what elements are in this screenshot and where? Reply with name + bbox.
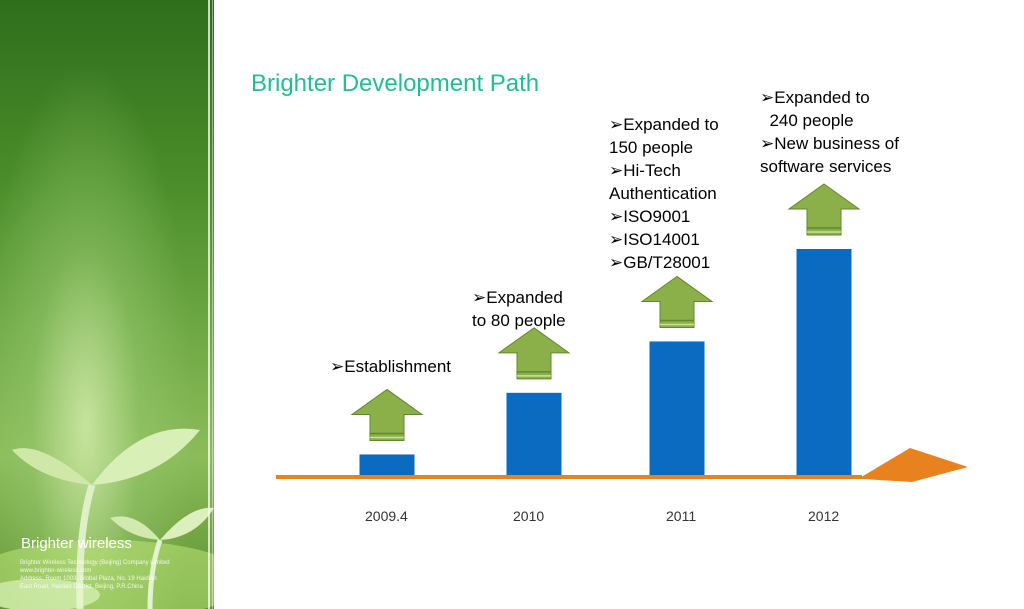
annotation-2011: ➢Expanded to 150 people ➢Hi-Tech Authent… (609, 113, 719, 274)
company-address-line: Address: Room 1003, Global Plaza, No. 19… (20, 576, 157, 582)
company-website[interactable]: www.brighter-wireless.com (20, 568, 92, 574)
bar (796, 249, 852, 475)
company-info: Brighter Wireless Technology (Beijing) C… (20, 559, 205, 591)
annotation-line: ➢Expanded to (609, 115, 719, 134)
annotation-2010: ➢Expanded to 80 people (472, 286, 566, 332)
annotation-line: ➢GB/T28001 (609, 253, 711, 272)
x-tick-label: 2009.4 (365, 508, 408, 524)
bar (506, 392, 562, 475)
x-tick-label: 2011 (666, 508, 697, 524)
bar (359, 454, 415, 475)
annotation-line: ➢ISO9001 (609, 207, 691, 226)
annotation-line: ➢New business of (760, 134, 899, 153)
sprout-image (0, 428, 214, 609)
company-line: Brighter Wireless Technology (Beijing) C… (20, 560, 170, 566)
annotation-line: ➢Hi-Tech (609, 161, 681, 180)
company-address-line: East Road, Haidian District, Beijing, P.… (20, 584, 143, 590)
annotation-line: 150 people (609, 138, 694, 157)
annotation-line: Authentication (609, 184, 717, 203)
annotation-line: ➢Establishment (330, 357, 452, 376)
up-arrow (640, 275, 714, 328)
sidebar-divider (208, 0, 210, 609)
annotation-line: ➢Expanded (472, 288, 563, 307)
brand-name: Brighter wireless (21, 535, 132, 552)
annotation-line: 240 people (760, 111, 854, 130)
bar (649, 341, 705, 475)
sidebar-panel: Brighter wireless Brighter Wireless Tech… (0, 0, 214, 609)
x-tick-label: 2010 (513, 508, 545, 524)
annotation-line: ➢ISO14001 (609, 230, 700, 249)
annotation-line: software services (760, 157, 892, 176)
slide-title: Brighter Development Path (251, 70, 540, 97)
up-arrow (787, 183, 861, 236)
annotation-line: ➢Expanded to (760, 88, 870, 107)
sidebar-divider (212, 0, 213, 609)
x-tick-label: 2012 (808, 508, 840, 524)
up-arrow (350, 388, 424, 441)
timeline-arrowhead (858, 448, 968, 482)
annotation-line: to 80 people (472, 311, 566, 330)
annotation-2012: ➢Expanded to 240 people ➢New business of… (760, 86, 899, 178)
up-arrow (497, 327, 571, 380)
annotation-2009: ➢Establishment (330, 355, 451, 378)
